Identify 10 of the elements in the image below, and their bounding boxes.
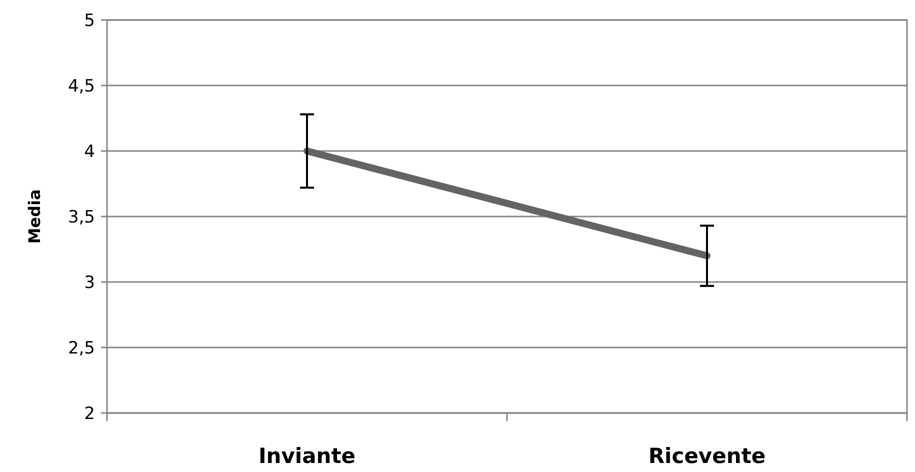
y-tick-label: 2,5: [68, 338, 95, 358]
y-axis-title: Media: [25, 189, 44, 244]
x-tick-label: Inviante: [258, 444, 356, 468]
y-tick-label: 3: [84, 272, 95, 293]
y-tick-label: 4: [84, 142, 95, 162]
y-tick-label: 2: [84, 404, 95, 424]
y-tick-label: 4,5: [68, 76, 95, 96]
y-tick-label: 3,5: [68, 207, 95, 228]
y-tick-label: 5: [84, 10, 95, 31]
x-tick-label: Ricevente: [648, 444, 766, 468]
